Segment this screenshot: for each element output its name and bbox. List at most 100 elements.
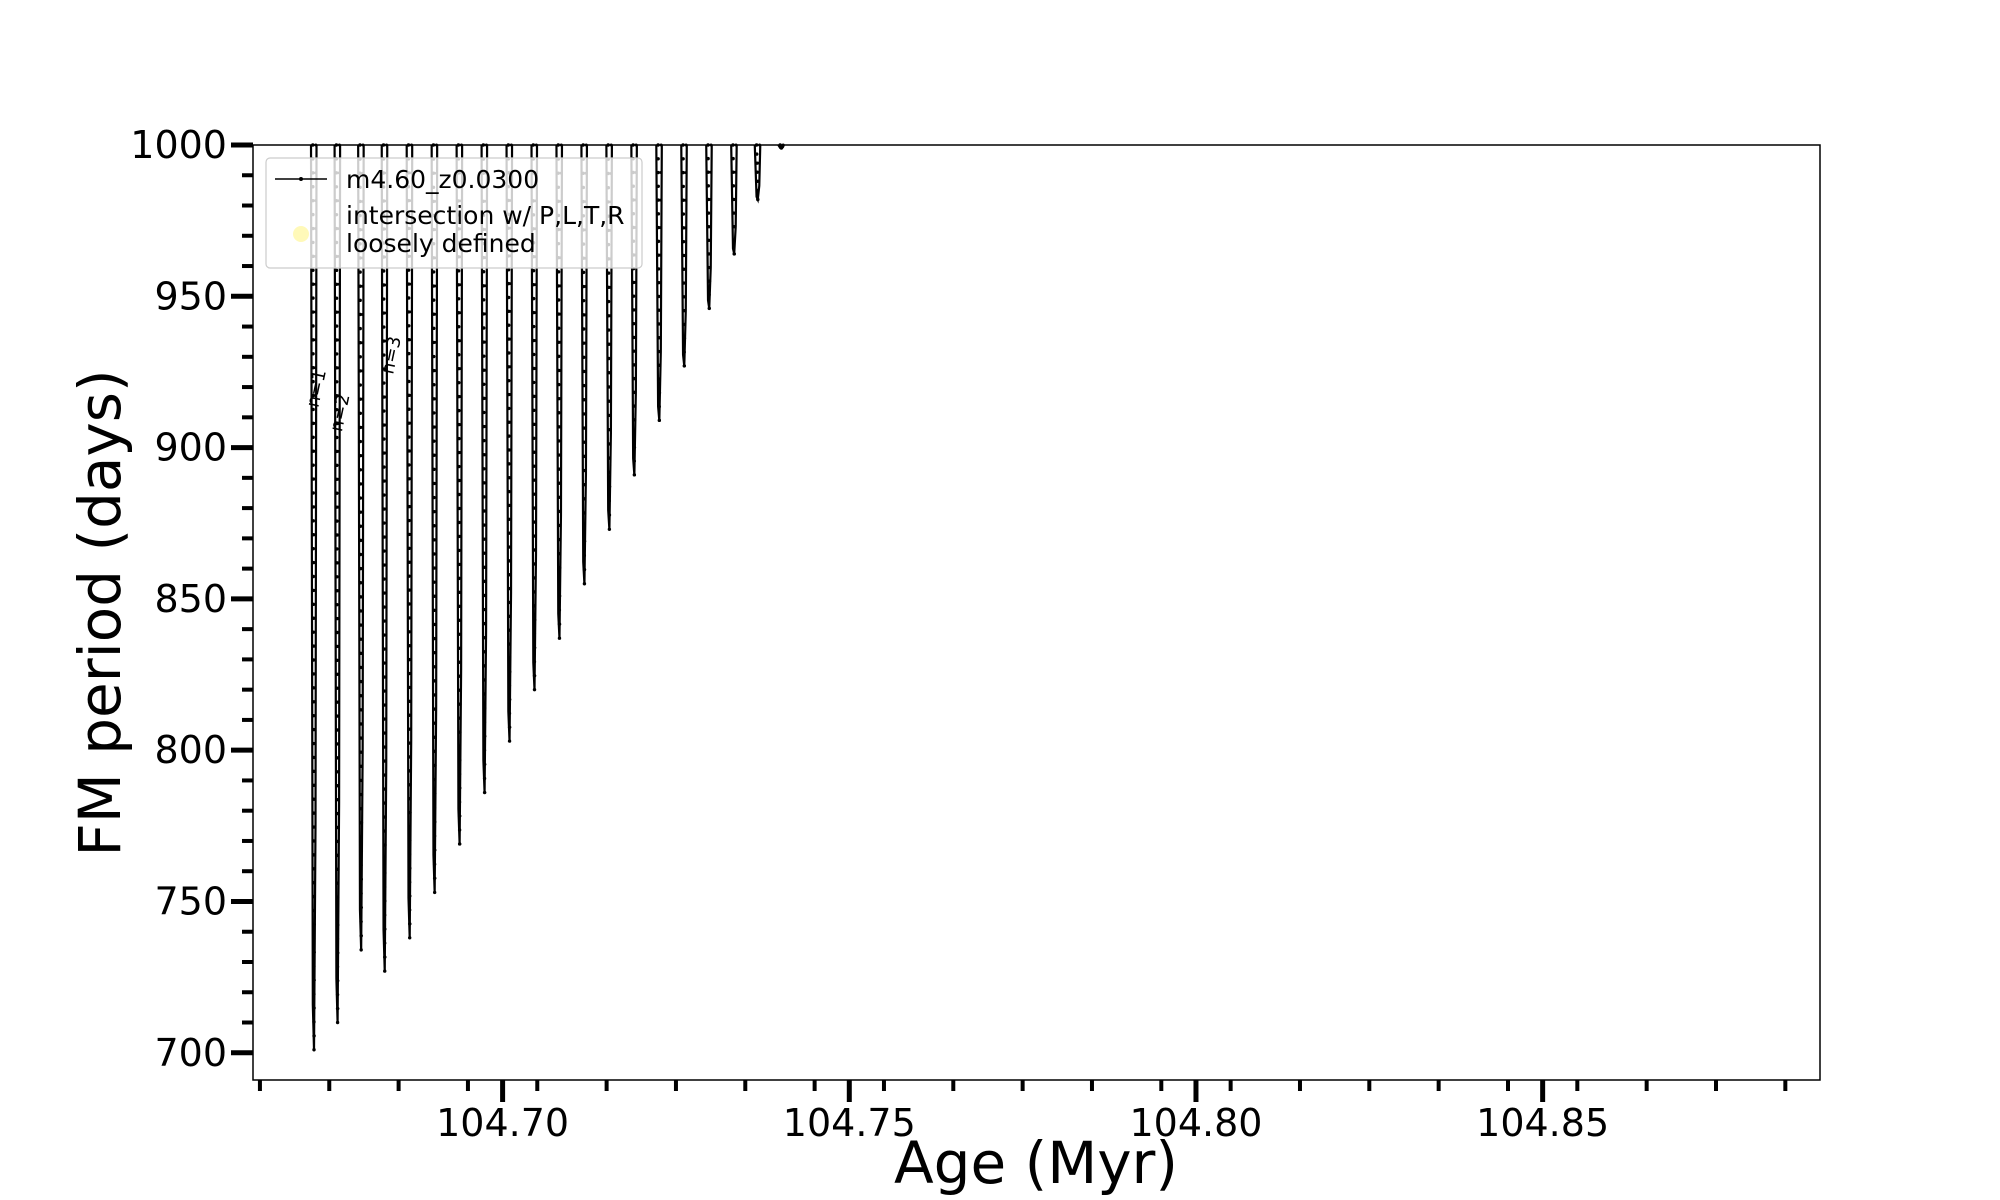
data-point <box>657 294 661 299</box>
legend: m4.60_z0.0300 intersection w/ P,L,T,R loo… <box>265 157 643 269</box>
data-point <box>383 787 387 791</box>
data-point <box>709 170 713 174</box>
data-point <box>557 382 561 387</box>
data-point <box>608 428 612 432</box>
data-point <box>633 335 637 339</box>
data-point <box>359 778 363 783</box>
data-point <box>311 366 315 370</box>
data-point <box>459 451 463 455</box>
data-point <box>312 1006 316 1010</box>
data-point <box>312 1034 316 1038</box>
data-point <box>683 281 687 285</box>
data-point <box>558 397 562 401</box>
data-point <box>358 312 362 317</box>
data-point <box>337 533 341 537</box>
data-point <box>311 379 315 384</box>
data-point <box>507 545 511 549</box>
data-point <box>483 650 487 654</box>
data-point <box>434 397 438 401</box>
data-point <box>407 310 411 314</box>
data-point <box>632 376 636 381</box>
data-point <box>359 948 363 952</box>
data-point <box>383 955 387 959</box>
data-point <box>633 418 637 422</box>
data-point <box>407 491 411 495</box>
data-point <box>358 468 363 472</box>
data-point <box>313 700 317 704</box>
data-point <box>382 297 386 301</box>
data-point <box>382 605 386 609</box>
data-point <box>407 296 411 300</box>
data-point <box>334 310 339 314</box>
data-point <box>533 590 537 594</box>
data-point <box>408 838 412 842</box>
data-point <box>482 635 486 640</box>
data-point <box>336 979 340 983</box>
data-point <box>708 225 712 229</box>
data-point <box>607 328 611 332</box>
data-point <box>358 383 363 387</box>
data-point <box>358 326 362 331</box>
data-point <box>734 170 738 174</box>
data-point <box>336 644 340 648</box>
data-point <box>459 395 463 399</box>
data-point <box>335 380 339 384</box>
data-point <box>382 269 386 273</box>
data-point <box>360 397 364 401</box>
data-point <box>382 381 386 385</box>
data-point <box>407 657 411 662</box>
data-point <box>656 170 660 175</box>
data-point <box>382 339 386 343</box>
data-point <box>312 908 316 913</box>
data-point <box>656 184 660 189</box>
data-point <box>658 336 662 340</box>
data-point <box>656 212 661 216</box>
data-point <box>382 717 387 721</box>
data-point <box>459 423 463 427</box>
data-point <box>457 520 461 525</box>
data-point <box>682 364 686 368</box>
data-point <box>360 680 364 684</box>
data-point <box>706 156 710 161</box>
data-point <box>533 478 537 482</box>
data-point <box>360 595 364 599</box>
data-point <box>311 658 316 662</box>
data-point <box>335 965 340 969</box>
data-point <box>383 969 387 973</box>
data-point <box>456 269 461 273</box>
data-point <box>658 308 662 312</box>
data-point <box>583 511 587 515</box>
data-point <box>335 407 339 412</box>
data-point <box>336 895 340 899</box>
data-point <box>384 675 388 679</box>
data-point <box>409 338 413 342</box>
data-point <box>607 442 611 446</box>
data-point <box>432 693 437 697</box>
data-point <box>482 382 486 387</box>
data-point <box>482 495 486 499</box>
data-point <box>507 517 511 521</box>
data-point <box>432 665 436 669</box>
data-point <box>360 651 364 655</box>
data-point <box>313 672 317 676</box>
data-point <box>459 534 463 538</box>
data-point <box>582 553 587 558</box>
data-point <box>482 748 487 753</box>
data-point <box>359 665 363 670</box>
data-point <box>358 355 362 359</box>
data-point <box>334 268 339 273</box>
data-point <box>313 783 317 787</box>
y-tick-label: 900 <box>154 426 227 470</box>
data-point <box>408 783 412 787</box>
data-point <box>432 862 437 866</box>
data-point <box>657 377 661 381</box>
data-point <box>360 454 364 458</box>
data-point <box>335 686 339 690</box>
data-point <box>313 839 317 843</box>
data-point <box>507 683 512 688</box>
data-point <box>483 762 487 766</box>
data-point <box>482 607 486 612</box>
data-point <box>683 226 687 230</box>
data-point <box>533 674 537 678</box>
data-point <box>509 337 513 341</box>
